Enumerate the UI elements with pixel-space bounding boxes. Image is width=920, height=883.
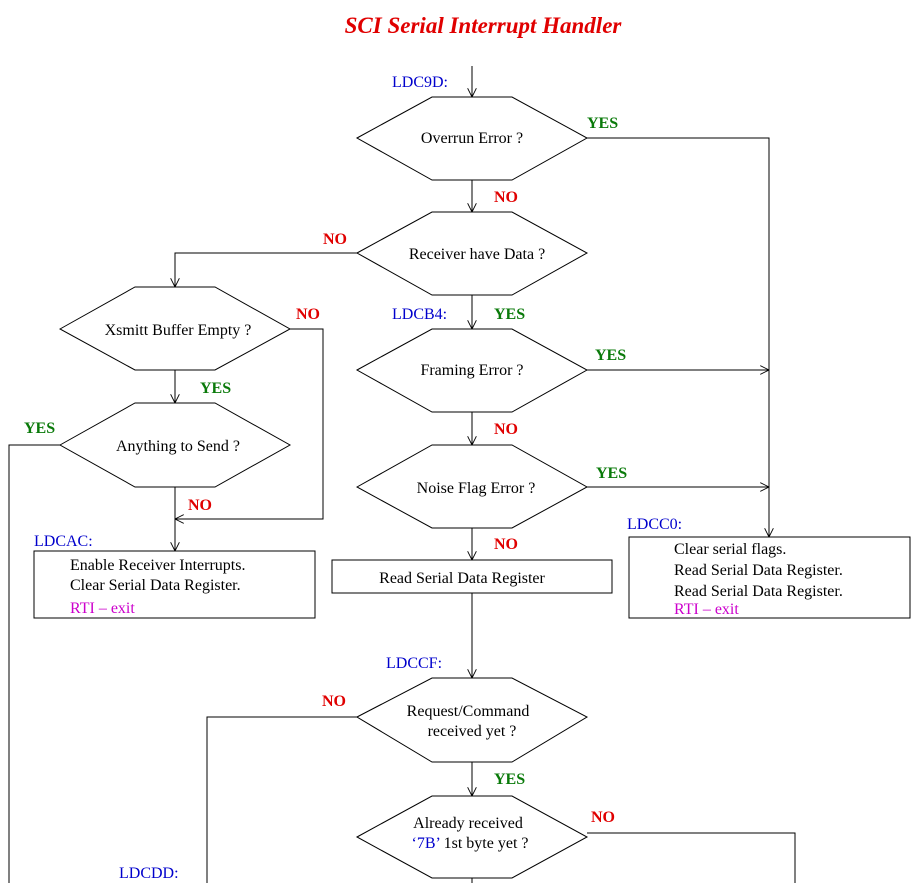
- diagram-title: SCI Serial Interrupt Handler: [345, 13, 623, 38]
- request-no-label: NO: [322, 693, 346, 710]
- receiver-yes-label: YES: [494, 306, 525, 323]
- decision-already: Already received ‘7B’ 1st byte yet ?: [355, 795, 589, 879]
- anything-hexagon: [58, 402, 292, 488]
- ldcac-rect: [33, 550, 316, 619]
- framing-text: Framing Error ?: [420, 362, 523, 379]
- decision-overrun: Overrun Error ?: [355, 96, 589, 181]
- xsmitt-no-arrow: [175, 328, 324, 519]
- read-line1: Read Serial Data Register: [379, 570, 545, 587]
- noise-text: Noise Flag Error ?: [417, 480, 536, 497]
- decision-framing: Framing Error ?: [355, 328, 589, 413]
- ldcc0-line1: Clear serial flags.: [674, 541, 786, 558]
- overrun-text: Overrun Error ?: [421, 130, 523, 147]
- framing-no-label: NO: [494, 421, 518, 438]
- already-code: ‘7B’: [411, 835, 439, 852]
- xsmitt-no-label: NO: [296, 306, 320, 323]
- ldcac-line1: Enable Receiver Interrupts.: [70, 557, 245, 574]
- decision-xsmitt: Xsmitt Buffer Empty ?: [58, 286, 292, 371]
- receiver-no-label: NO: [323, 231, 347, 248]
- ldcac-exit: RTI – exit: [70, 600, 135, 617]
- label-ldcc0: LDCC0:: [627, 516, 682, 533]
- overrun-yes-line: [587, 137, 770, 370]
- box-ldcc0: Clear serial flags. Read Serial Data Reg…: [628, 536, 911, 619]
- ldcc0-line2: Read Serial Data Register.: [674, 562, 843, 579]
- label-ldccf: LDCCF:: [386, 655, 442, 672]
- request-yes-label: YES: [494, 771, 525, 788]
- xsmitt-yes-label: YES: [200, 380, 231, 397]
- already-text-line2: ‘7B’ 1st byte yet ?: [411, 835, 528, 852]
- already-hexagon: [355, 795, 589, 879]
- ldcc0-exit: RTI – exit: [674, 601, 739, 618]
- label-ldcb4: LDCB4:: [392, 306, 447, 323]
- request-no-line: [206, 716, 357, 883]
- request-text-line1: Request/Command: [407, 703, 530, 720]
- label-ldc9d: LDC9D:: [392, 74, 448, 91]
- ldcc0-line3: Read Serial Data Register.: [674, 583, 843, 600]
- request-text-line2: received yet ?: [428, 723, 517, 740]
- decision-anything: Anything to Send ?: [58, 402, 292, 488]
- already-text-line1: Already received: [413, 815, 523, 832]
- box-ldcac: Enable Receiver Interrupts. Clear Serial…: [33, 550, 316, 619]
- xsmitt-text: Xsmitt Buffer Empty ?: [105, 322, 252, 339]
- label-ldcac: LDCAC:: [34, 533, 93, 550]
- request-hexagon: [355, 677, 589, 763]
- already-text-rest: 1st byte yet ?: [440, 835, 529, 852]
- connectors: [8, 66, 796, 883]
- receiver-hexagon: [355, 211, 589, 296]
- already-no-line: [587, 832, 796, 883]
- label-ldcdd: LDCDD:: [119, 865, 179, 882]
- xsmitt-hexagon: [58, 286, 292, 371]
- decision-request: Request/Command received yet ?: [355, 677, 589, 763]
- anything-yes-line: [8, 444, 60, 883]
- receiver-text: Receiver have Data ?: [409, 246, 545, 263]
- noise-no-label: NO: [494, 536, 518, 553]
- anything-text: Anything to Send ?: [116, 438, 240, 455]
- overrun-yes-label: YES: [587, 115, 618, 132]
- framing-hexagon: [355, 328, 589, 413]
- noise-hexagon: [355, 444, 589, 529]
- framing-yes-label: YES: [595, 347, 626, 364]
- overrun-hexagon: [355, 96, 589, 181]
- ldcac-line2: Clear Serial Data Register.: [70, 577, 241, 594]
- already-no-label: NO: [591, 809, 615, 826]
- decision-noise: Noise Flag Error ?: [355, 444, 589, 529]
- receiver-no-arrow: [175, 252, 357, 287]
- box-read: Read Serial Data Register: [331, 559, 613, 594]
- overrun-no-label: NO: [494, 189, 518, 206]
- ldcc0-rect: [628, 536, 911, 619]
- noise-yes-label: YES: [596, 465, 627, 482]
- anything-yes-label: YES: [24, 420, 55, 437]
- read-rect: [331, 559, 613, 594]
- anything-no-label: NO: [188, 497, 212, 514]
- decision-receiver: Receiver have Data ?: [355, 211, 589, 296]
